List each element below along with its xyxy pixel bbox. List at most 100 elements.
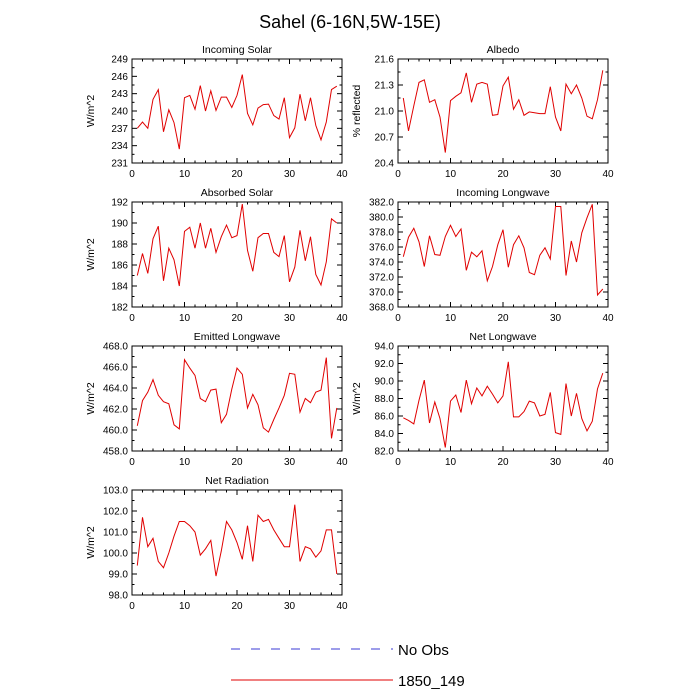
y-tick-label: 84.0 [375, 429, 395, 440]
x-tick-label: 20 [231, 169, 243, 180]
y-axis-label: % reflected [351, 85, 363, 138]
y-tick-label: 382.0 [369, 198, 394, 209]
plot-frame [397, 345, 609, 452]
panels: Incoming Solar W/m^2 0 10 20 30 40 231 234 237 240… [85, 44, 614, 612]
y-tick-label: 192 [111, 198, 128, 209]
panel-incoming-longwave: Incoming Longwave 0 10 20 30 40 368.0 370.0 372.… [369, 187, 614, 324]
x-tick-label: 30 [550, 457, 562, 468]
x-tick-label: 0 [395, 169, 401, 180]
y-tick-label: 466.0 [103, 363, 128, 374]
y-tick-label: 249 [111, 55, 128, 66]
x-tick-label: 40 [336, 169, 348, 180]
x-tick-label: 30 [284, 601, 296, 612]
y-tick-label: 94.0 [375, 342, 395, 353]
x-tick-label: 20 [497, 313, 509, 324]
x-tick-label: 30 [284, 169, 296, 180]
x-tick-label: 0 [129, 169, 135, 180]
x-tick-label: 0 [129, 601, 135, 612]
x-tick-label: 20 [231, 313, 243, 324]
y-tick-label: 370.0 [369, 288, 394, 299]
y-tick-label: 188 [111, 240, 128, 251]
y-tick-label: 21.0 [375, 107, 395, 118]
y-tick-label: 186 [111, 261, 128, 272]
series-line-1850-149 [136, 504, 338, 577]
y-tick-label: 464.0 [103, 384, 128, 395]
panel-absorbed-solar: Absorbed Solar W/m^2 0 10 20 30 40 182 184 186 188… [85, 187, 348, 324]
y-tick-label: 468.0 [103, 342, 128, 353]
y-tick-label: 460.0 [103, 426, 128, 437]
y-tick-label: 90.0 [375, 377, 395, 388]
x-tick-label: 40 [336, 601, 348, 612]
x-tick-label: 20 [231, 601, 243, 612]
x-tick-label: 20 [497, 457, 509, 468]
series-line-1850-149 [402, 204, 604, 297]
panel-net-longwave: Net Longwave W/m^2 0 10 20 30 40 82.0 84.0 86.0 88… [351, 331, 614, 468]
panel-title: Emitted Longwave [194, 331, 281, 343]
y-axis-label: W/m^2 [351, 382, 363, 415]
x-tick-label: 0 [129, 457, 135, 468]
series-line-1850-149 [136, 204, 338, 287]
y-tick-label: 102.0 [103, 507, 128, 518]
y-tick-label: 20.7 [375, 133, 395, 144]
panel-title: Absorbed Solar [201, 187, 274, 199]
x-tick-label: 30 [284, 457, 296, 468]
panel-albedo: Albedo % reflected 0 10 20 30 40 20.4 20.7 21.0 21… [351, 44, 614, 180]
y-tick-label: 184 [111, 282, 128, 293]
y-tick-label: 237 [111, 124, 128, 135]
y-axis-label: W/m^2 [85, 95, 97, 128]
y-tick-label: 100.0 [103, 549, 128, 560]
y-tick-label: 374.0 [369, 258, 394, 269]
y-tick-label: 101.0 [103, 528, 128, 539]
y-tick-label: 380.0 [369, 213, 394, 224]
series-line-1850-149 [402, 70, 604, 153]
figure-title: Sahel (6-16N,5W-15E) [259, 12, 441, 32]
plot-frame [397, 58, 609, 164]
plot-frame [131, 201, 343, 308]
x-tick-label: 0 [129, 313, 135, 324]
panel-title: Net Radiation [205, 475, 269, 487]
x-tick-label: 40 [602, 457, 614, 468]
y-tick-label: 82.0 [375, 447, 395, 458]
y-tick-label: 86.0 [375, 412, 395, 423]
y-tick-label: 378.0 [369, 228, 394, 239]
panel-title: Albedo [487, 44, 520, 56]
x-tick-label: 10 [445, 457, 457, 468]
y-tick-label: 240 [111, 107, 128, 118]
x-tick-label: 20 [497, 169, 509, 180]
panel-emitted-longwave: Emitted Longwave W/m^2 0 10 20 30 40 458.0 460.0… [85, 331, 348, 468]
x-tick-label: 40 [602, 169, 614, 180]
y-tick-label: 243 [111, 89, 128, 100]
y-tick-label: 182 [111, 303, 128, 314]
x-tick-label: 10 [179, 457, 191, 468]
y-axis-label: W/m^2 [85, 382, 97, 415]
panel-title: Incoming Solar [202, 44, 273, 56]
x-tick-label: 0 [395, 457, 401, 468]
y-axis-label: W/m^2 [85, 526, 97, 559]
legend: No Obs 1850_149 [231, 642, 465, 690]
y-tick-label: 246 [111, 72, 128, 83]
legend-label-no-obs: No Obs [398, 642, 449, 659]
x-tick-label: 30 [550, 313, 562, 324]
y-tick-label: 21.6 [375, 55, 395, 66]
x-tick-label: 0 [395, 313, 401, 324]
y-tick-label: 190 [111, 219, 128, 230]
y-axis-label: W/m^2 [85, 238, 97, 271]
x-tick-label: 40 [336, 313, 348, 324]
x-tick-label: 10 [179, 313, 191, 324]
series-line-1850-149 [403, 361, 604, 448]
series-line-1850-149 [136, 357, 338, 439]
y-tick-label: 20.4 [375, 159, 395, 170]
x-tick-label: 10 [179, 169, 191, 180]
series-line-1850-149 [136, 74, 338, 150]
y-tick-label: 88.0 [375, 394, 395, 405]
x-tick-label: 10 [445, 169, 457, 180]
y-tick-label: 98.0 [109, 591, 129, 602]
x-tick-label: 40 [602, 313, 614, 324]
panel-incoming-solar: Incoming Solar W/m^2 0 10 20 30 40 231 234 237 240… [85, 44, 348, 180]
y-tick-label: 458.0 [103, 447, 128, 458]
plot-frame [131, 345, 343, 452]
panel-net-radiation: Net Radiation W/m^2 0 10 20 30 40 98.0 99.0 100.0… [85, 475, 348, 612]
y-tick-label: 376.0 [369, 243, 394, 254]
y-tick-label: 368.0 [369, 303, 394, 314]
